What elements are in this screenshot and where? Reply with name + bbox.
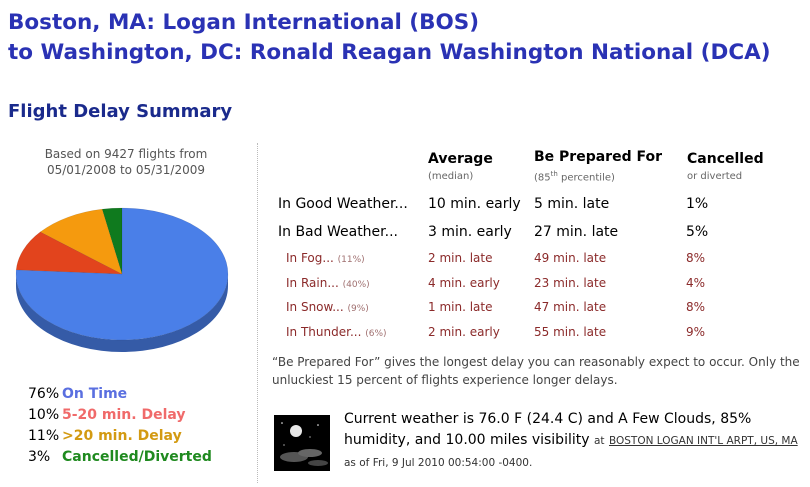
- prepared-value: 47 min. late: [534, 300, 607, 315]
- prepared-sub: (85th percentile): [534, 170, 615, 184]
- cancelled-value: 8%: [686, 300, 706, 315]
- condition-label: In Snow... (9%): [286, 300, 369, 315]
- legend-on-time: 76% On Time: [28, 384, 212, 405]
- prepared-title: Be Prepared For: [534, 149, 662, 165]
- average-value: 2 min. early: [428, 324, 500, 339]
- prepared-value: 23 min. late: [534, 275, 607, 290]
- average-sub: (median): [428, 171, 474, 182]
- condition-label: In Good Weather...: [278, 196, 408, 212]
- table-row: In Thunder... (6%) 2 min. early 55 min. …: [272, 320, 766, 345]
- legend-pct: 76%: [28, 386, 60, 402]
- prepared-note: “Be Prepared For” gives the longest dela…: [272, 355, 800, 387]
- cancelled-value: 9%: [686, 324, 706, 339]
- legend-label: >20 min. Delay: [62, 428, 182, 444]
- pie-slice-on-time: [15, 207, 229, 341]
- condition-label: In Fog... (11%): [286, 251, 365, 266]
- legend-cancelled: 3% Cancelled/Diverted: [28, 447, 212, 468]
- section-title: Flight Delay Summary: [8, 101, 233, 122]
- condition-frequency: (11%): [337, 255, 365, 266]
- average-title: Average: [428, 151, 493, 167]
- cancelled-value: 4%: [686, 275, 706, 290]
- route-destination: to Washington, DC: Ronald Reagan Washing…: [8, 40, 771, 65]
- average-value: 2 min. late: [428, 251, 493, 266]
- table-row: In Fog... (11%) 2 min. late 49 min. late…: [272, 246, 766, 271]
- cancelled-value: 1%: [686, 196, 709, 212]
- average-value: 3 min. early: [428, 224, 512, 240]
- pie-slice-long-delay: [39, 208, 123, 275]
- route-title: Boston, MA: Logan International (BOS) to…: [8, 8, 771, 68]
- based-on-line1: Based on 9427 flights from: [44, 147, 208, 161]
- average-value: 1 min. late: [428, 300, 493, 315]
- weather-text: Current weather is 76.0 F (24.4 C) and A…: [344, 411, 752, 448]
- weather-at: at: [593, 435, 605, 447]
- prepared-value: 49 min. late: [534, 251, 607, 266]
- column-header-prepared: Be Prepared For (85th percentile): [534, 149, 662, 184]
- average-value: 10 min. early: [428, 196, 521, 212]
- current-weather: Current weather is 76.0 F (24.4 C) and A…: [344, 409, 804, 474]
- legend-pct: 11%: [28, 428, 60, 444]
- condition-label: In Rain... (40%): [286, 275, 370, 290]
- weather-station-link[interactable]: BOSTON LOGAN INT'L ARPT, US, MA: [608, 435, 798, 447]
- cancelled-value: 5%: [686, 224, 709, 240]
- table-row: In Snow... (9%) 1 min. late 47 min. late…: [272, 295, 766, 320]
- prepared-value: 5 min. late: [534, 196, 610, 212]
- night-clouds-icon: [274, 415, 330, 471]
- pie-slice-cancelled: [101, 207, 123, 275]
- column-header-average: Average (median): [428, 151, 493, 183]
- legend-pct: 3%: [28, 449, 51, 465]
- table-row: In Rain... (40%) 4 min. early 23 min. la…: [272, 271, 766, 296]
- table-row: In Good Weather... 10 min. early 5 min. …: [272, 190, 766, 218]
- pie-slice-on-time-side: [16, 274, 228, 352]
- weather-asof: as of Fri, 9 Jul 2010 00:54:00 -0400.: [344, 457, 533, 469]
- legend-label: Cancelled/Diverted: [62, 449, 212, 465]
- delay-table: In Good Weather... 10 min. early 5 min. …: [272, 190, 766, 344]
- legend-label: 5-20 min. Delay: [62, 407, 186, 423]
- prepared-value: 27 min. late: [534, 224, 619, 240]
- based-on-text: Based on 9427 flights from 05/01/2008 to…: [0, 146, 252, 178]
- cancelled-value: 8%: [686, 251, 706, 266]
- legend-long-delay: 11% >20 min. Delay: [28, 426, 212, 447]
- average-value: 4 min. early: [428, 275, 500, 290]
- condition-frequency: (6%): [365, 328, 387, 339]
- route-origin: Boston, MA: Logan International (BOS): [8, 10, 480, 35]
- delay-pie-chart: [15, 207, 229, 352]
- condition-frequency: (9%): [347, 304, 369, 315]
- legend-label: On Time: [62, 386, 128, 402]
- based-on-line2: 05/01/2008 to 05/31/2009: [46, 163, 205, 177]
- condition-label: In Thunder... (6%): [286, 324, 387, 339]
- legend-pct: 10%: [28, 407, 60, 423]
- column-header-cancelled: Cancelled or diverted: [687, 151, 764, 183]
- column-divider: [257, 143, 258, 483]
- pie-legend: 76% On Time 10% 5-20 min. Delay 11% >20 min…: [28, 384, 212, 468]
- table-row: In Bad Weather... 3 min. early 27 min. l…: [272, 218, 766, 246]
- cancelled-sub: or diverted: [687, 171, 743, 182]
- condition-frequency: (40%): [342, 279, 370, 290]
- cancelled-title: Cancelled: [687, 151, 764, 167]
- pie-slice-short-delay: [15, 231, 123, 275]
- prepared-value: 55 min. late: [534, 324, 607, 339]
- condition-label: In Bad Weather...: [278, 224, 398, 240]
- legend-short-delay: 10% 5-20 min. Delay: [28, 405, 212, 426]
